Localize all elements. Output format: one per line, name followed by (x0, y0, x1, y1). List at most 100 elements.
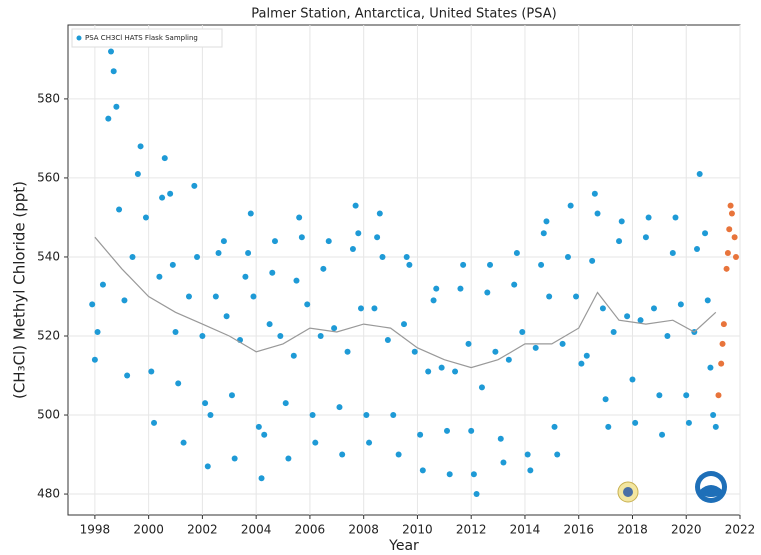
data-point (207, 412, 214, 419)
data-point (161, 155, 168, 162)
data-point (505, 356, 512, 363)
data-point (379, 253, 386, 260)
data-point (390, 412, 397, 419)
data-point (492, 348, 499, 355)
data-point (215, 250, 222, 257)
data-point (727, 202, 734, 209)
data-point (105, 115, 112, 122)
data-point (564, 253, 571, 260)
legend-box (71, 28, 223, 48)
data-point (567, 202, 574, 209)
data-point (624, 313, 631, 320)
data-point (357, 305, 364, 312)
data-point (732, 253, 739, 260)
data-point (374, 234, 381, 241)
data-point (444, 427, 451, 434)
data-point (175, 380, 182, 387)
data-point (108, 48, 115, 55)
data-point (282, 400, 289, 407)
data-point (185, 293, 192, 300)
data-point (417, 431, 424, 438)
x-tick-label: 2000 (133, 523, 164, 537)
data-point (696, 170, 703, 177)
data-point (707, 364, 714, 371)
data-point (599, 305, 606, 312)
data-point (376, 210, 383, 217)
data-point (605, 423, 612, 430)
data-point (167, 190, 174, 197)
data-point (589, 257, 596, 264)
data-point (438, 364, 445, 371)
data-point (554, 451, 561, 458)
data-point (513, 250, 520, 257)
data-point (719, 340, 726, 347)
data-point (266, 321, 273, 328)
data-point (712, 423, 719, 430)
data-point (212, 293, 219, 300)
data-point (677, 301, 684, 308)
data-point (591, 190, 598, 197)
data-point (559, 340, 566, 347)
chart-title: Palmer Station, Antarctica, United State… (251, 7, 556, 22)
data-point (726, 226, 733, 233)
data-point (632, 419, 639, 426)
data-point (460, 261, 467, 268)
data-point (261, 431, 268, 438)
data-point (468, 427, 475, 434)
data-point (669, 250, 676, 257)
data-point (594, 210, 601, 217)
data-point (616, 238, 623, 245)
data-point (156, 273, 163, 280)
data-point (610, 329, 617, 336)
data-point (384, 336, 391, 343)
x-tick-label: 2006 (295, 523, 326, 537)
data-point (204, 463, 211, 470)
data-point (339, 451, 346, 458)
data-point (366, 439, 373, 446)
x-tick-label: 2002 (187, 523, 218, 537)
data-point (411, 348, 418, 355)
data-point (258, 475, 265, 482)
data-point (151, 419, 158, 426)
y-tick-label: 560 (37, 170, 60, 184)
data-point (199, 332, 206, 339)
data-point (470, 471, 477, 478)
legend: PSA CH3Cl HATS Flask Sampling (71, 28, 223, 48)
legend-marker (76, 35, 82, 41)
data-point (245, 250, 252, 257)
data-point (320, 265, 327, 272)
data-point (344, 348, 351, 355)
data-point (452, 368, 459, 375)
data-point (704, 297, 711, 304)
data-point (551, 423, 558, 430)
data-point (728, 210, 735, 217)
data-point (683, 392, 690, 399)
data-point (629, 376, 636, 383)
data-point (148, 368, 155, 375)
data-point (656, 392, 663, 399)
data-point (290, 352, 297, 359)
data-point (355, 230, 362, 237)
data-point (202, 400, 209, 407)
data-point (309, 412, 316, 419)
data-point (419, 467, 426, 474)
data-point (317, 332, 324, 339)
data-point (524, 451, 531, 458)
x-tick-label: 2012 (456, 523, 487, 537)
data-point (532, 344, 539, 351)
x-tick-label: 1998 (80, 523, 111, 537)
data-point (527, 467, 534, 474)
data-point (250, 293, 257, 300)
data-point (194, 253, 201, 260)
data-point (172, 329, 179, 336)
data-point (371, 305, 378, 312)
y-tick-label: 480 (37, 487, 60, 501)
data-point (702, 230, 709, 237)
data-point (296, 214, 303, 221)
data-point (293, 277, 300, 284)
data-point (352, 202, 359, 209)
data-point (228, 392, 235, 399)
data-point (231, 455, 238, 462)
data-point (693, 246, 700, 253)
data-point (457, 285, 464, 292)
